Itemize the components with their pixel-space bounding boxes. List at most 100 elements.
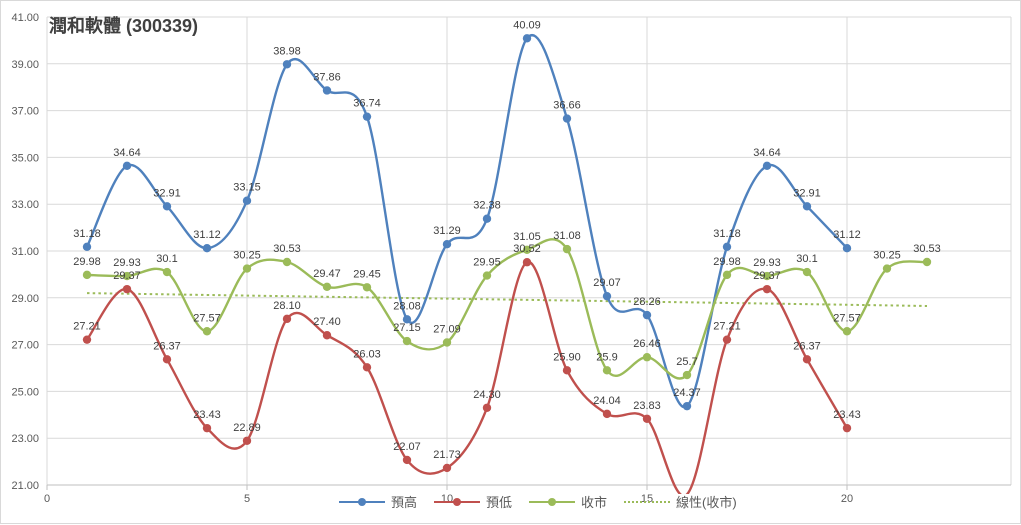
predicted-high-marker[interactable] (802, 202, 812, 211)
predicted-high-data-label: 32.91 (153, 187, 181, 199)
close-data-label: 29.98 (73, 256, 101, 268)
predicted-low-data-label: 26.03 (353, 348, 381, 360)
predicted-high-marker[interactable] (282, 60, 292, 69)
predicted-low-line[interactable] (85, 260, 849, 496)
legend-item-close[interactable]: 收市 (529, 492, 607, 511)
predicted-low-marker[interactable] (722, 335, 732, 344)
predicted-high-data-label: 33.15 (233, 182, 261, 194)
line-dot-swatch-icon (434, 497, 481, 507)
close-marker[interactable] (242, 264, 252, 273)
close-marker[interactable] (522, 245, 532, 255)
predicted-high-data-label: 32.38 (473, 200, 501, 212)
predicted-high-marker[interactable] (362, 112, 372, 121)
close-data-label: 27.15 (393, 322, 421, 334)
close-marker[interactable] (802, 267, 812, 277)
y-axis-tick-label: 23.00 (11, 433, 39, 445)
close-marker[interactable] (282, 257, 292, 267)
trendline[interactable] (86, 292, 928, 307)
predicted-low-marker[interactable] (762, 284, 772, 294)
predicted-high-data-label: 24.37 (673, 387, 701, 399)
predicted-low-marker[interactable] (802, 355, 812, 364)
predicted-low-marker[interactable] (242, 436, 252, 445)
predicted-high-marker[interactable] (162, 202, 172, 211)
close-marker[interactable] (602, 366, 612, 375)
predicted-high-marker[interactable] (602, 291, 612, 301)
legend-item-predicted-low[interactable]: 預低 (434, 492, 512, 511)
close-data-label: 29.93 (753, 257, 781, 269)
x-axis-tick-label: 5 (244, 493, 250, 505)
chart-legend: 預高 預低 收市 線性(收市) (339, 492, 737, 511)
predicted-high-marker[interactable] (442, 240, 452, 249)
y-axis-tick-label: 39.00 (11, 59, 39, 71)
close-marker[interactable] (162, 267, 172, 277)
predicted-low-data-label: 23.43 (833, 409, 861, 421)
predicted-low-marker[interactable] (602, 409, 612, 419)
close-marker[interactable] (682, 370, 692, 380)
close-marker[interactable] (562, 244, 572, 254)
close-marker[interactable] (482, 271, 492, 280)
predicted-low-marker[interactable] (282, 314, 292, 324)
close-marker[interactable] (762, 271, 772, 281)
predicted-high-data-label: 28.26 (633, 296, 661, 308)
predicted-high-marker[interactable] (122, 161, 132, 171)
predicted-low-marker[interactable] (162, 355, 172, 364)
close-marker[interactable] (642, 353, 652, 362)
predicted-low-marker[interactable] (442, 463, 452, 473)
close-marker[interactable] (442, 338, 452, 347)
chart-title[interactable]: 潤和軟體 (300339) (49, 16, 199, 36)
close-marker[interactable] (322, 282, 332, 292)
close-marker[interactable] (882, 264, 892, 273)
predicted-low-marker[interactable] (482, 403, 492, 412)
predicted-high-marker[interactable] (242, 196, 252, 205)
close-marker[interactable] (202, 327, 212, 336)
predicted-high-marker[interactable] (82, 242, 92, 251)
predicted-low-marker[interactable] (202, 423, 212, 433)
predicted-high-data-label: 29.07 (593, 277, 621, 289)
close-data-label: 29.47 (313, 268, 341, 280)
predicted-high-marker[interactable] (682, 401, 692, 411)
predicted-high-marker[interactable] (642, 310, 652, 320)
predicted-low-marker[interactable] (322, 331, 332, 340)
legend-item-linear-trend[interactable]: 線性(收市) (624, 492, 737, 511)
close-data-label: 29.93 (113, 257, 141, 269)
close-marker[interactable] (122, 271, 132, 281)
predicted-low-data-label: 28.10 (273, 300, 301, 312)
predicted-low-data-label: 29.37 (113, 270, 141, 282)
predicted-high-marker[interactable] (522, 34, 532, 43)
predicted-low-marker[interactable] (562, 366, 572, 375)
predicted-low-marker[interactable] (642, 414, 652, 423)
y-axis-tick-label: 29.00 (11, 293, 39, 305)
close-marker[interactable] (402, 336, 412, 346)
predicted-low-marker[interactable] (842, 423, 852, 433)
close-data-label: 31.05 (513, 231, 541, 243)
legend-label-linear-trend: 線性(收市) (676, 495, 737, 510)
predicted-high-marker[interactable] (762, 161, 772, 171)
predicted-high-marker[interactable] (722, 242, 732, 251)
predicted-high-marker[interactable] (402, 315, 412, 324)
close-marker[interactable] (362, 283, 372, 292)
close-data-label: 31.08 (553, 230, 581, 242)
predicted-high-marker[interactable] (562, 114, 572, 123)
close-marker[interactable] (82, 270, 92, 280)
predicted-high-data-label: 40.09 (513, 19, 541, 31)
close-marker[interactable] (922, 257, 932, 267)
predicted-low-marker[interactable] (82, 335, 92, 344)
predicted-low-data-label: 27.40 (313, 316, 341, 328)
close-marker[interactable] (842, 327, 852, 336)
close-data-label: 25.9 (596, 351, 617, 363)
predicted-high-marker[interactable] (322, 86, 332, 95)
predicted-high-marker[interactable] (842, 243, 852, 253)
predicted-low-marker[interactable] (122, 284, 132, 294)
predicted-low-marker[interactable] (362, 363, 372, 372)
predicted-high-marker[interactable] (202, 243, 212, 253)
y-axis-tick-label: 25.00 (11, 386, 39, 398)
close-marker[interactable] (722, 270, 732, 280)
legend-item-predicted-high[interactable]: 預高 (339, 492, 417, 511)
predicted-high-line[interactable] (85, 34, 849, 409)
predicted-high-marker[interactable] (482, 214, 492, 223)
predicted-low-marker[interactable] (402, 455, 412, 465)
predicted-low-marker[interactable] (522, 258, 532, 267)
predicted-low-data-label: 29.37 (753, 270, 781, 282)
close-data-label: 30.53 (273, 243, 301, 255)
